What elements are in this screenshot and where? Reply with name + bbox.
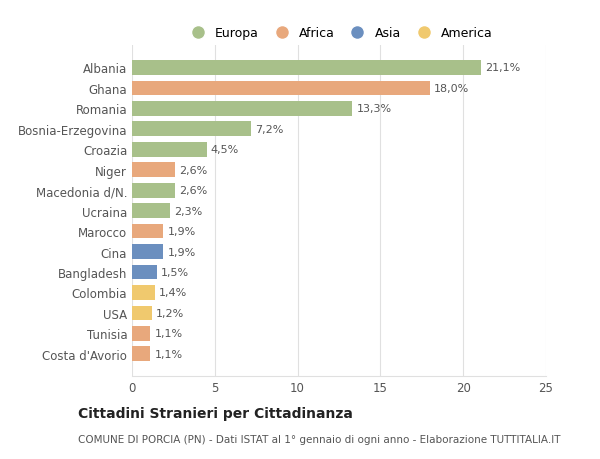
Text: 1,9%: 1,9% xyxy=(167,227,196,236)
Bar xyxy=(132,306,152,320)
Bar xyxy=(132,184,175,198)
Bar xyxy=(132,204,170,218)
Bar xyxy=(132,326,150,341)
Text: 1,9%: 1,9% xyxy=(167,247,196,257)
Bar xyxy=(132,122,251,137)
Bar xyxy=(132,285,155,300)
Text: 13,3%: 13,3% xyxy=(356,104,392,114)
Bar xyxy=(132,81,430,96)
Text: 1,2%: 1,2% xyxy=(156,308,184,318)
Text: 18,0%: 18,0% xyxy=(434,84,469,94)
Text: Cittadini Stranieri per Cittadinanza: Cittadini Stranieri per Cittadinanza xyxy=(78,406,353,420)
Text: 2,6%: 2,6% xyxy=(179,186,208,196)
Text: 1,1%: 1,1% xyxy=(154,349,182,359)
Bar xyxy=(132,61,481,76)
Legend: Europa, Africa, Asia, America: Europa, Africa, Asia, America xyxy=(180,22,498,45)
Bar xyxy=(132,245,163,259)
Text: 1,5%: 1,5% xyxy=(161,268,189,277)
Bar xyxy=(132,224,163,239)
Text: COMUNE DI PORCIA (PN) - Dati ISTAT al 1° gennaio di ogni anno - Elaborazione TUT: COMUNE DI PORCIA (PN) - Dati ISTAT al 1°… xyxy=(78,434,560,444)
Bar xyxy=(132,143,206,157)
Text: 4,5%: 4,5% xyxy=(211,145,239,155)
Bar xyxy=(132,163,175,178)
Bar xyxy=(132,102,352,117)
Bar xyxy=(132,347,150,361)
Text: 2,3%: 2,3% xyxy=(174,206,202,216)
Text: 1,1%: 1,1% xyxy=(154,329,182,339)
Text: 7,2%: 7,2% xyxy=(256,124,284,134)
Text: 21,1%: 21,1% xyxy=(485,63,521,73)
Bar xyxy=(132,265,157,280)
Text: 2,6%: 2,6% xyxy=(179,165,208,175)
Text: 1,4%: 1,4% xyxy=(160,288,188,298)
